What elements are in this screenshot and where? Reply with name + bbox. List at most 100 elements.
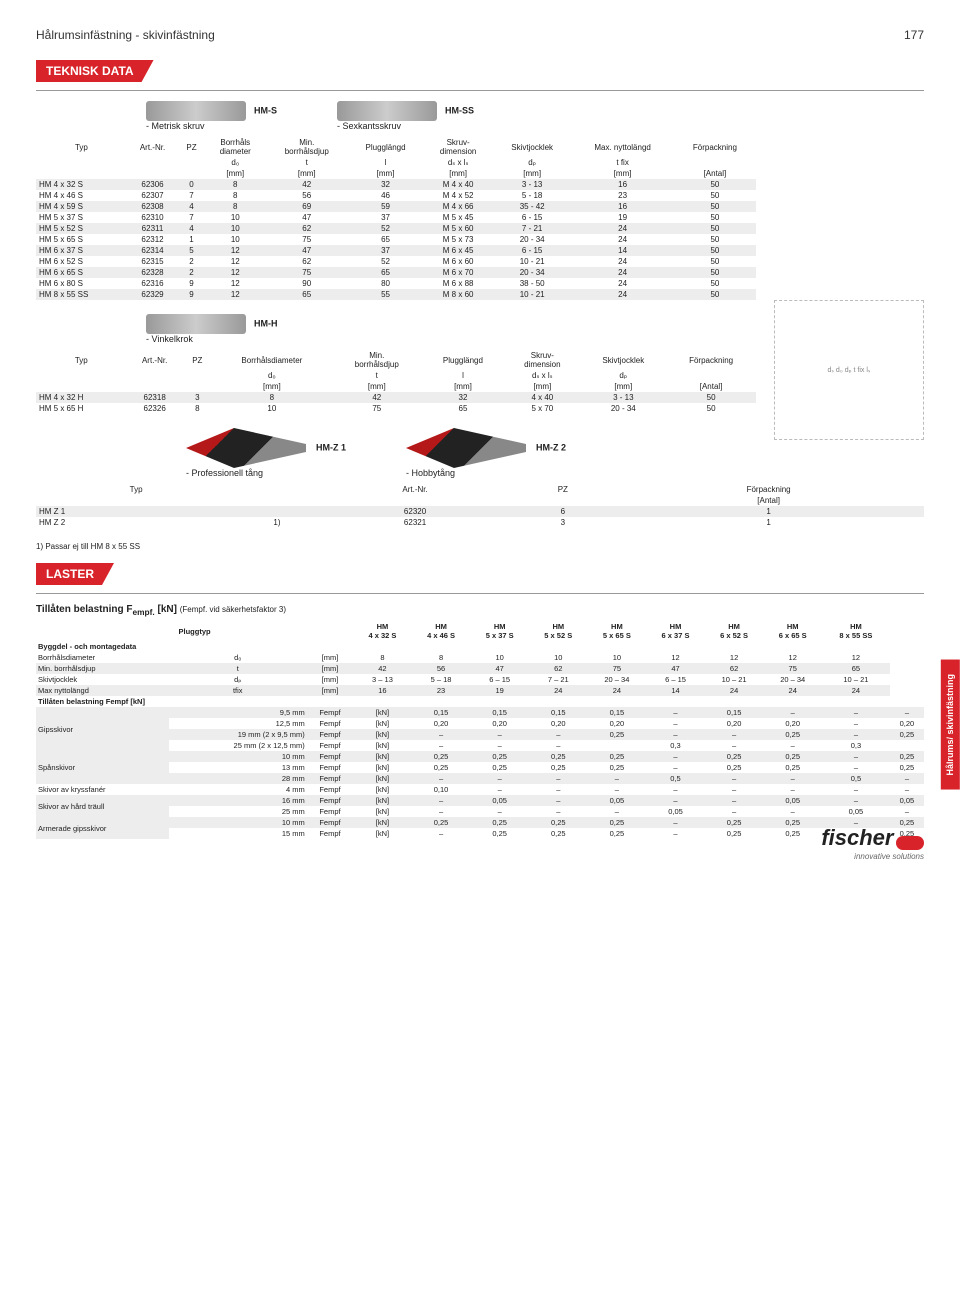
- col-header: dₛ x lₛ: [504, 370, 580, 381]
- col-header: [Antal]: [613, 495, 924, 506]
- col-header: [127, 370, 183, 381]
- col-header: [mm]: [493, 168, 571, 179]
- table-row: Gipsskivor9,5 mmFempf[kN]0,150,150,150,1…: [36, 707, 924, 718]
- col-header: Plugglängd: [422, 350, 505, 370]
- col-header: Skivtjocklek: [580, 350, 666, 370]
- col-header: PZ: [178, 137, 205, 157]
- table-row: Armerade gipsskivor10 mmFempf[kN]0,250,2…: [36, 817, 924, 828]
- product-row-1: HM-S- Metrisk skruv HM-SS- Sexkantsskruv: [36, 101, 924, 131]
- table-row: HM 4 x 32 H623183842324 x 403 - 1350: [36, 392, 756, 403]
- table-row: HM 5 x 52 S623114106252M 5 x 607 - 21245…: [36, 223, 756, 234]
- col-header: [Antal]: [674, 168, 756, 179]
- col-header: [mm]: [348, 168, 424, 179]
- rule: [36, 90, 924, 91]
- col-header: PZ: [183, 350, 212, 370]
- col-header: PZ: [512, 484, 613, 495]
- table-row: HM 6 x 65 S623282127565M 6 x 7020 - 3424…: [36, 267, 756, 278]
- product-hmz2: HM-Z 2- Hobbytång: [406, 428, 566, 478]
- col-header: d₀: [205, 157, 266, 168]
- col-header: [127, 381, 183, 392]
- table-row: 19 mm (2 x 9,5 mm)Fempf[kN]–––0,25––0,25…: [36, 729, 924, 740]
- page-header: Hålrumsinfästning - skivinfästning 177: [36, 28, 924, 42]
- table-row: Spånskivor10 mmFempf[kN]0,250,250,250,25…: [36, 751, 924, 762]
- col-header: t: [266, 157, 348, 168]
- logo-tagline: innovative solutions: [854, 852, 924, 861]
- col-header: [36, 168, 127, 179]
- col-header: Min.borrhålsdjup: [266, 137, 348, 157]
- side-tab: Hålrums/ skivinfästning: [941, 660, 960, 790]
- table-row: Skivor av hård träull16 mmFempf[kN]–0,05…: [36, 795, 924, 806]
- table-2: TypArt.-Nr.PZBorrhålsdiameterMin.borrhål…: [36, 350, 756, 414]
- table-row: HM 8 x 55 SS623299126555M 8 x 6010 - 212…: [36, 289, 756, 300]
- table-3: TypArt.-Nr.PZFörpackning[Antal] HM Z 162…: [36, 484, 924, 528]
- table-row: HM 5 x 37 S623107104737M 5 x 456 - 15195…: [36, 212, 756, 223]
- logo-badge-icon: [896, 836, 924, 850]
- col-header: [674, 157, 756, 168]
- table-row: Min. borrhålsdjupt[mm]425647627547627565: [36, 663, 924, 674]
- table-row: HM 6 x 80 S623169129080M 6 x 8838 - 5024…: [36, 278, 756, 289]
- col-header: [mm]: [580, 381, 666, 392]
- col-header: Typ: [36, 350, 127, 370]
- col-header: Art.-Nr.: [127, 137, 178, 157]
- col-header: Borrhålsdiameter: [205, 137, 266, 157]
- page-title: Hålrumsinfästning - skivinfästning: [36, 28, 215, 42]
- laster-subtitle: Tillåten belastning Fempf. [kN] (Fempf. …: [36, 604, 924, 617]
- col-header: [178, 157, 205, 168]
- table-row: 25 mm (2 x 12,5 mm)Fempf[kN]–––0,3––0,3: [36, 740, 924, 751]
- col-header: [178, 168, 205, 179]
- col-header: Plugglängd: [348, 137, 424, 157]
- col-header: dₚ: [580, 370, 666, 381]
- hook-icon: [146, 314, 246, 334]
- technical-diagram: dₛ d₀ dₚ t fix lₛ: [774, 300, 924, 440]
- table-row: 15 mmFempf[kN]–0,250,250,25–0,250,25–0,2…: [36, 828, 924, 839]
- col-header: Art.-Nr.: [318, 484, 513, 495]
- col-header: [512, 495, 613, 506]
- col-header: Typ: [36, 484, 236, 495]
- col-header: t fix: [571, 157, 673, 168]
- col-header: t: [332, 370, 422, 381]
- col-header: l: [348, 157, 424, 168]
- bolt-icon: [337, 101, 437, 121]
- product-hmh: HM-H- Vinkelkrok: [146, 314, 278, 344]
- col-header: Typ: [36, 137, 127, 157]
- col-header: Skruv-dimension: [504, 350, 580, 370]
- pliers-icon: [406, 428, 526, 468]
- col-header: [mm]: [423, 168, 493, 179]
- col-header: [236, 495, 318, 506]
- table-row: HM 5 x 65 H6232681075655 x 7020 - 3450: [36, 403, 756, 414]
- table-1: TypArt.-Nr.PZBorrhålsdiameterMin.borrhål…: [36, 137, 756, 300]
- col-header: [mm]: [205, 168, 266, 179]
- table-row: HM 6 x 52 S623152126252M 6 x 6010 - 2124…: [36, 256, 756, 267]
- col-header: Max. nyttolängd: [571, 137, 673, 157]
- table-row: 28 mmFempf[kN]––––0,5––0,5–: [36, 773, 924, 784]
- logo-text: fischer: [821, 825, 893, 850]
- col-header: [36, 381, 127, 392]
- col-header: [mm]: [422, 381, 505, 392]
- table-row: 12,5 mmFempf[kN]0,200,200,200,20–0,200,2…: [36, 718, 924, 729]
- table-row: 25 mmFempf[kN]––––0,05––0,05–: [36, 806, 924, 817]
- col-header: [mm]: [571, 168, 673, 179]
- col-header: d₀: [212, 370, 332, 381]
- col-header: dₚ: [493, 157, 571, 168]
- bolt-icon: [146, 101, 246, 121]
- col-header: [mm]: [212, 381, 332, 392]
- col-header: [236, 484, 318, 495]
- col-header: [318, 495, 513, 506]
- col-header: l: [422, 370, 505, 381]
- col-header: [mm]: [504, 381, 580, 392]
- section-flag-laster: LASTER: [36, 563, 114, 585]
- footnote-1: 1) Passar ej till HM 8 x 55 SS: [36, 542, 924, 551]
- col-header: [666, 370, 756, 381]
- col-header: Art.-Nr.: [127, 350, 183, 370]
- col-header: Förpackning: [666, 350, 756, 370]
- table-row: Borrhålsdiameterd₀[mm]8810101012121212: [36, 652, 924, 663]
- table-row: HM 5 x 65 S623121107565M 5 x 7320 - 3424…: [36, 234, 756, 245]
- col-header: [183, 381, 212, 392]
- table-row: Skivtjocklekdₚ[mm]3 – 135 – 186 – 157 – …: [36, 674, 924, 685]
- table-row: Skivor av kryssfanér4 mmFempf[kN]0,10–––…: [36, 784, 924, 795]
- table-row: Max nyttolängdtfix[mm]162319242414242424: [36, 685, 924, 696]
- table-row: HM 6 x 37 S623145124737M 6 x 456 - 15145…: [36, 245, 756, 256]
- section-flag-tech: TEKNISK DATA: [36, 60, 154, 82]
- table-row: HM 4 x 46 S62307785646M 4 x 525 - 182350: [36, 190, 756, 201]
- col-header: [mm]: [332, 381, 422, 392]
